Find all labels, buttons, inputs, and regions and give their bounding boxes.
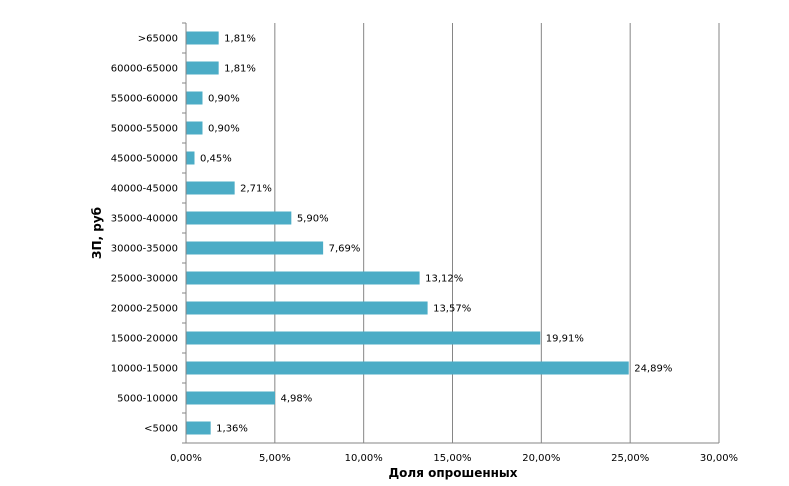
bar xyxy=(186,151,195,165)
bar xyxy=(186,361,629,375)
category-label: 25000-30000 xyxy=(111,274,178,285)
x-tick-label: 5,00% xyxy=(259,453,291,464)
data-label: 0,45% xyxy=(200,154,232,165)
x-axis-title: Доля опрошенных xyxy=(388,466,517,480)
data-label: 19,91% xyxy=(546,334,584,345)
bar xyxy=(186,331,541,345)
data-label: 5,90% xyxy=(297,214,329,225)
data-label: 1,36% xyxy=(216,424,248,435)
category-label: 45000-50000 xyxy=(111,154,178,165)
data-label: 7,69% xyxy=(329,244,361,255)
x-tick-label: 20,00% xyxy=(522,453,560,464)
bar xyxy=(186,211,292,225)
category-label: 50000-55000 xyxy=(111,124,178,135)
data-label: 24,89% xyxy=(634,364,672,375)
bar xyxy=(186,61,219,75)
bar xyxy=(186,121,203,135)
category-label: 60000-65000 xyxy=(111,64,178,75)
x-tick-label: 25,00% xyxy=(611,453,649,464)
x-tick-label: 0,00% xyxy=(170,453,202,464)
category-label: 10000-15000 xyxy=(111,364,178,375)
data-label: 4,98% xyxy=(280,394,312,405)
bar xyxy=(186,241,324,255)
data-label: 13,57% xyxy=(433,304,471,315)
data-label: 13,12% xyxy=(425,274,463,285)
x-tick-label: 30,00% xyxy=(700,453,738,464)
data-label: 2,71% xyxy=(240,184,272,195)
category-label: 30000-35000 xyxy=(111,244,178,255)
bar xyxy=(186,301,428,315)
category-label: 15000-20000 xyxy=(111,334,178,345)
bar xyxy=(186,421,211,435)
data-label: 1,81% xyxy=(224,34,256,45)
grid-lines xyxy=(182,22,720,444)
data-label: 0,90% xyxy=(208,94,240,105)
category-label: 55000-60000 xyxy=(111,94,178,105)
category-label: 35000-40000 xyxy=(111,214,178,225)
bar xyxy=(186,31,219,45)
bar xyxy=(186,391,275,405)
x-tick-label: 15,00% xyxy=(433,453,471,464)
bar xyxy=(186,91,203,105)
category-label: 40000-45000 xyxy=(111,184,178,195)
category-label: >65000 xyxy=(138,34,178,45)
bar xyxy=(186,271,420,285)
data-label: 1,81% xyxy=(224,64,256,75)
category-label: 5000-10000 xyxy=(117,394,178,405)
category-label: 20000-25000 xyxy=(111,304,178,315)
bar xyxy=(186,181,235,195)
labels: 0,00% 5,00% 10,00% 15,00% 20,00% 25,00% 30,00%… xyxy=(111,34,738,465)
category-label: <5000 xyxy=(144,424,178,435)
data-label: 0,90% xyxy=(208,124,240,135)
bars xyxy=(186,31,629,435)
x-tick-label: 10,00% xyxy=(345,453,383,464)
y-axis-title: ЗП, руб xyxy=(90,207,104,259)
